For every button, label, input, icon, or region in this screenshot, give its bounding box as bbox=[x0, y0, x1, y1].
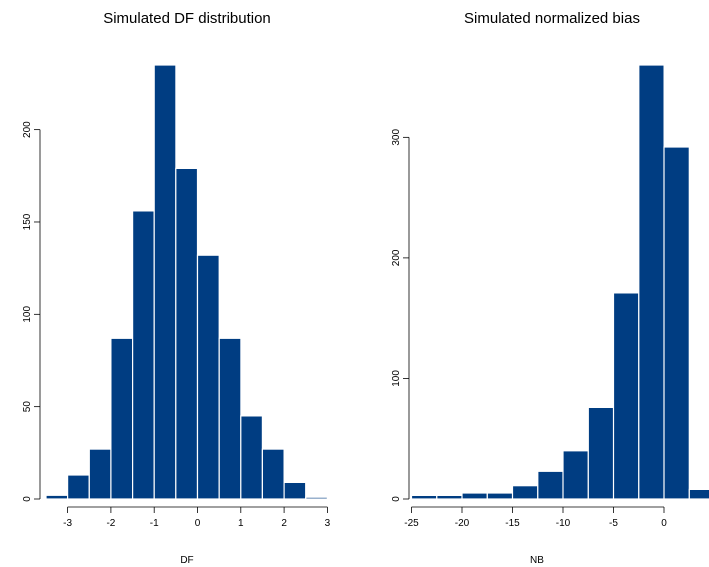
df-bar-11 bbox=[283, 481, 307, 500]
nb-chart-title: Simulated normalized bias bbox=[464, 10, 640, 27]
df-y-tick-label-3: 150 bbox=[22, 213, 33, 230]
df-bar-12 bbox=[305, 496, 328, 500]
nb-y-tick-label-2: 200 bbox=[391, 249, 402, 266]
nb-histogram-panel: Simulated normalized bias -25 -20 -15 -10 -5… bbox=[360, 10, 709, 566]
nb-bar-9 bbox=[587, 406, 615, 500]
nb-x-tick-label-5: 0 bbox=[661, 518, 667, 529]
df-y-tick-label-2: 100 bbox=[22, 306, 33, 323]
nb-bar-7 bbox=[537, 470, 564, 500]
nb-x-tick-label-4: -5 bbox=[609, 518, 618, 529]
nb-bar-0 bbox=[360, 497, 387, 500]
df-bar-0 bbox=[45, 494, 69, 500]
df-bar-8 bbox=[218, 337, 242, 500]
nb-bar-11 bbox=[638, 64, 665, 500]
df-x-tick-label-6: 3 bbox=[325, 518, 331, 529]
nb-x-tick-label-2: -15 bbox=[505, 518, 520, 529]
df-x-tick-label-4: 1 bbox=[238, 518, 244, 529]
df-x-tick-label-1: -2 bbox=[106, 518, 115, 529]
df-y-axis: 0 50 100 150 200 bbox=[22, 121, 41, 502]
nb-y-tick-label-1: 100 bbox=[391, 370, 402, 387]
nb-x-tick-label-0: -25 bbox=[404, 518, 419, 529]
nb-bar-12 bbox=[663, 146, 690, 500]
df-y-tick-label-0: 0 bbox=[22, 496, 33, 502]
nb-y-tick-label-0: 0 bbox=[391, 496, 402, 502]
df-bar-2 bbox=[88, 448, 112, 500]
df-x-axis-title: DF bbox=[180, 555, 193, 566]
nb-bar-6 bbox=[511, 485, 539, 500]
nb-bar-3 bbox=[436, 494, 463, 500]
nb-bar-2 bbox=[410, 494, 438, 500]
df-bar-7 bbox=[196, 254, 220, 500]
nb-x-axis: -25 -20 -15 -10 -5 0 bbox=[404, 506, 667, 529]
df-x-tick-label-0: -3 bbox=[63, 518, 72, 529]
nb-x-axis-title: NB bbox=[530, 555, 544, 566]
df-bar-5 bbox=[153, 64, 177, 500]
nb-y-axis: 0 100 200 300 bbox=[391, 129, 410, 502]
nb-bar-10 bbox=[612, 292, 640, 500]
df-bar-4 bbox=[132, 210, 155, 500]
df-bar-6 bbox=[175, 167, 199, 500]
nb-bar-5 bbox=[486, 492, 514, 500]
df-histogram-panel: Simulated DF distribution -3 -2 -1 0 1 2 3 0 50… bbox=[22, 10, 331, 566]
nb-x-tick-label-3: -10 bbox=[556, 518, 571, 529]
df-x-tick-label-5: 2 bbox=[281, 518, 287, 529]
df-x-tick-label-3: 0 bbox=[195, 518, 201, 529]
df-bars bbox=[45, 64, 328, 500]
nb-bar-4 bbox=[461, 492, 488, 500]
df-chart-title: Simulated DF distribution bbox=[103, 10, 271, 27]
df-x-tick-label-2: -1 bbox=[150, 518, 159, 529]
df-bar-1 bbox=[66, 474, 90, 500]
nb-bar-8 bbox=[562, 450, 589, 500]
df-y-tick-label-1: 50 bbox=[22, 401, 33, 413]
nb-bar-13 bbox=[688, 488, 709, 500]
df-y-tick-label-4: 200 bbox=[22, 121, 33, 138]
df-x-axis: -3 -2 -1 0 1 2 3 bbox=[63, 506, 331, 529]
df-bar-3 bbox=[110, 337, 134, 500]
df-bar-9 bbox=[240, 415, 264, 500]
nb-x-tick-label-1: -20 bbox=[455, 518, 470, 529]
nb-bars bbox=[360, 64, 709, 501]
df-bar-10 bbox=[261, 448, 285, 500]
nb-y-tick-label-3: 300 bbox=[391, 129, 402, 146]
